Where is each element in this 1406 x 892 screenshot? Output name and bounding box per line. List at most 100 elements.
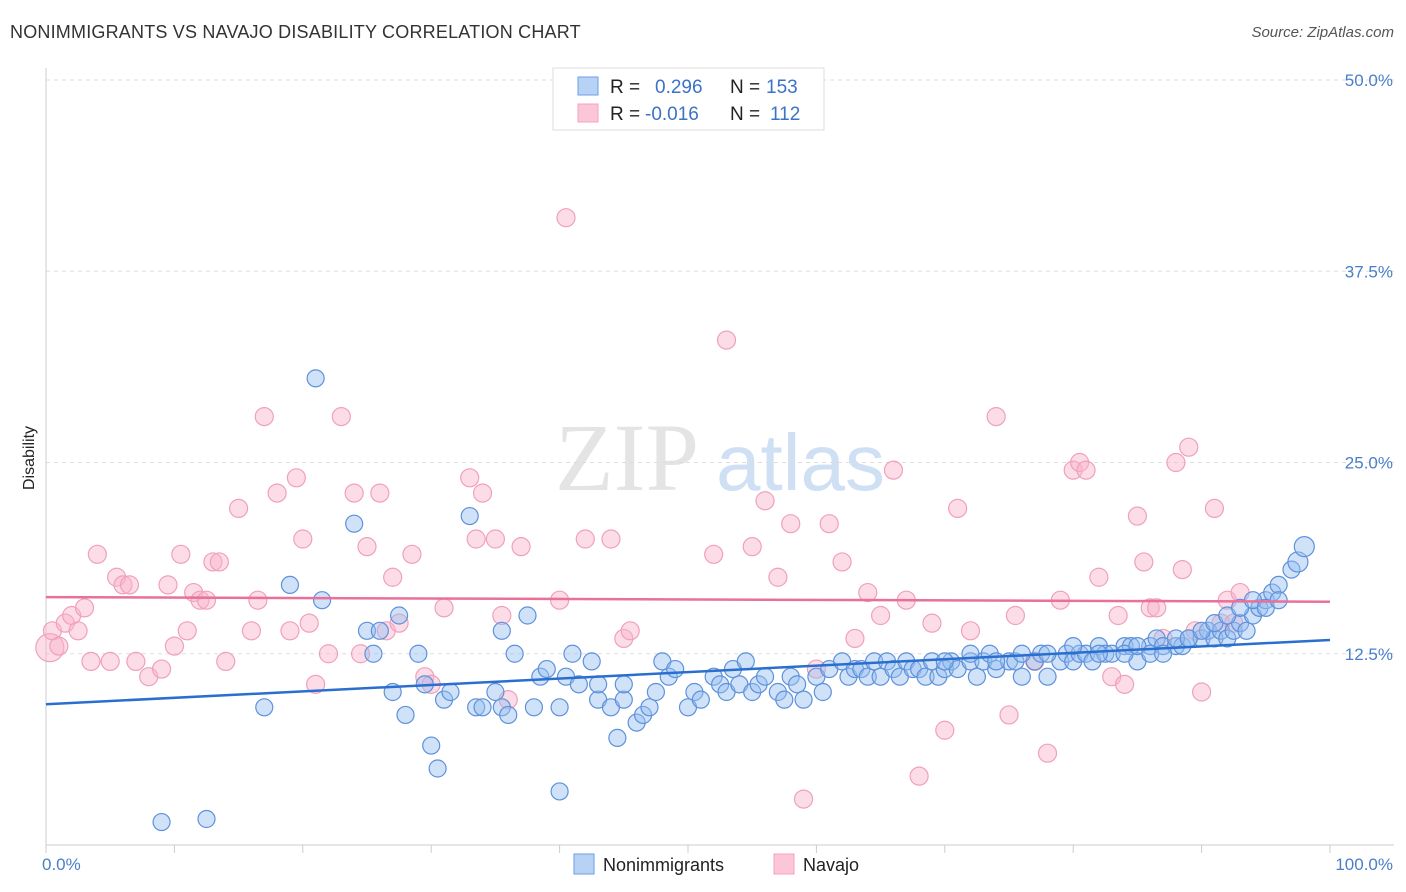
legend-r-label-2: R = bbox=[610, 104, 640, 125]
nonimmigrants-point-35 bbox=[569, 675, 588, 694]
navajo-point-79 bbox=[935, 720, 955, 740]
nonimmigrants-trend-line bbox=[45, 638, 1331, 706]
navajo-point-21 bbox=[190, 590, 210, 610]
navajo-point-78 bbox=[922, 613, 942, 633]
nonimmigrants-point-28 bbox=[524, 698, 544, 717]
nonimmigrants-point-11 bbox=[390, 606, 409, 625]
navajo-point-98 bbox=[1147, 598, 1167, 618]
navajo-point-29 bbox=[254, 407, 274, 427]
nonimmigrants-point-63 bbox=[775, 690, 794, 709]
navajo-point-27 bbox=[241, 621, 262, 641]
navajo-point-55 bbox=[511, 537, 531, 557]
nonimmigrants-point-12 bbox=[396, 705, 415, 725]
navajo-point-104 bbox=[1191, 682, 1212, 702]
navajo-point-38 bbox=[344, 483, 364, 503]
nonimmigrants-point-61 bbox=[755, 667, 775, 686]
nonimmigrants-point-1 bbox=[197, 809, 216, 829]
nonimmigrants-point-32 bbox=[550, 782, 569, 801]
navajo-point-12 bbox=[119, 575, 140, 595]
navajo-point-81 bbox=[960, 621, 981, 641]
source-label: Source: ZipAtlas.com bbox=[1251, 24, 1394, 41]
y-tick-label-3: 50.0% bbox=[1345, 71, 1393, 90]
nonimmigrants-point-36 bbox=[582, 652, 601, 671]
navajo-point-15 bbox=[151, 659, 172, 679]
nonimmigrants-point-147 bbox=[935, 652, 954, 671]
navajo-point-102 bbox=[1179, 437, 1199, 457]
navajo-point-71 bbox=[832, 552, 852, 572]
navajo-point-49 bbox=[460, 468, 480, 488]
nonimmigrants-point-26 bbox=[505, 644, 524, 663]
navajo-point-30 bbox=[267, 483, 287, 503]
navajo-point-90 bbox=[1076, 460, 1096, 480]
navajo-point-105 bbox=[1204, 498, 1225, 518]
navajo-point-61 bbox=[620, 621, 640, 641]
legend-n-value-1: 153 bbox=[766, 77, 798, 98]
axes bbox=[45, 68, 1394, 853]
nonimmigrants-point-9 bbox=[370, 621, 389, 640]
nonimmigrants-point-146 bbox=[1269, 591, 1288, 610]
navajo-point-40 bbox=[357, 537, 377, 557]
legend-swatch-nonimmigrants bbox=[577, 76, 599, 96]
navajo-point-22 bbox=[196, 590, 217, 610]
trend-lines bbox=[45, 595, 1331, 706]
nonimmigrants-point-107 bbox=[1096, 644, 1115, 663]
nonimmigrants-point-130 bbox=[1269, 575, 1288, 595]
navajo-point-100 bbox=[1166, 452, 1186, 473]
navajo-point-53 bbox=[492, 605, 512, 626]
nonimmigrants-point-148 bbox=[961, 644, 980, 663]
navajo-point-91 bbox=[1089, 567, 1109, 587]
navajo-point-63 bbox=[716, 330, 737, 350]
navajo-point-37 bbox=[331, 407, 351, 427]
navajo-point-75 bbox=[883, 460, 904, 480]
navajo-point-50 bbox=[466, 529, 486, 549]
chart-title: NONIMMIGRANTS VS NAVAJO DISABILITY CORRE… bbox=[10, 22, 581, 42]
navajo-point-65 bbox=[755, 491, 775, 511]
navajo-point-45 bbox=[402, 544, 422, 564]
nonimmigrants-point-99 bbox=[1038, 667, 1057, 686]
navajo-point-13 bbox=[126, 651, 146, 672]
navajo-point-66 bbox=[768, 567, 788, 587]
navajo-point-77 bbox=[909, 766, 929, 786]
nonimmigrants-point-18 bbox=[441, 682, 460, 702]
legend-n-value-2: 112 bbox=[770, 104, 800, 125]
navajo-point-9 bbox=[100, 651, 120, 672]
navajo-point-17 bbox=[164, 636, 184, 656]
nonimmigrants-point-96 bbox=[1012, 667, 1031, 686]
navajo-point-36 bbox=[318, 644, 339, 664]
nonimmigrants-point-74 bbox=[858, 667, 877, 686]
y-tick-label-2: 37.5% bbox=[1345, 262, 1393, 281]
navajo-point-84 bbox=[1005, 605, 1026, 626]
navajo-point-74 bbox=[870, 605, 891, 626]
legend-r-label-1: R = bbox=[610, 77, 640, 98]
navajo-point-8 bbox=[87, 544, 107, 564]
navajo-point-25 bbox=[216, 651, 236, 672]
navajo-point-41 bbox=[370, 483, 390, 503]
nonimmigrants-point-3 bbox=[280, 575, 300, 595]
nonimmigrants-point-153 bbox=[1089, 644, 1108, 663]
nonimmigrants-point-133 bbox=[1293, 536, 1315, 558]
y-axis-label: Disability bbox=[21, 426, 38, 490]
nonimmigrants-point-34 bbox=[563, 644, 582, 663]
nonimmigrants-point-15 bbox=[422, 736, 441, 755]
nonimmigrants-point-13 bbox=[409, 644, 428, 663]
x-tick-labels: 0.0% 100.0% bbox=[42, 855, 1393, 874]
bottom-legend-navajo: Navajo bbox=[803, 855, 859, 875]
nonimmigrants-point-16 bbox=[428, 759, 447, 778]
nonimmigrants-point-38 bbox=[589, 675, 608, 694]
navajo-point-18 bbox=[171, 544, 191, 564]
nonimmigrants-point-42 bbox=[614, 675, 633, 694]
navajo-point-67 bbox=[781, 514, 801, 534]
navajo-point-19 bbox=[177, 621, 197, 641]
nonimmigrants-point-25 bbox=[499, 705, 518, 725]
navajo-trend-line bbox=[45, 595, 1331, 603]
nonimmigrants-point-22 bbox=[486, 682, 505, 702]
nonimmigrants-point-0 bbox=[152, 812, 171, 832]
nonimmigrants-point-83 bbox=[916, 667, 935, 686]
nonimmigrants-point-27 bbox=[518, 606, 537, 625]
navajo-point-28 bbox=[248, 590, 268, 610]
navajo-point-2 bbox=[49, 636, 69, 656]
nonimmigrants-point-125 bbox=[1237, 621, 1256, 640]
navajo-point-52 bbox=[485, 529, 505, 549]
navajo-point-73 bbox=[858, 582, 878, 603]
